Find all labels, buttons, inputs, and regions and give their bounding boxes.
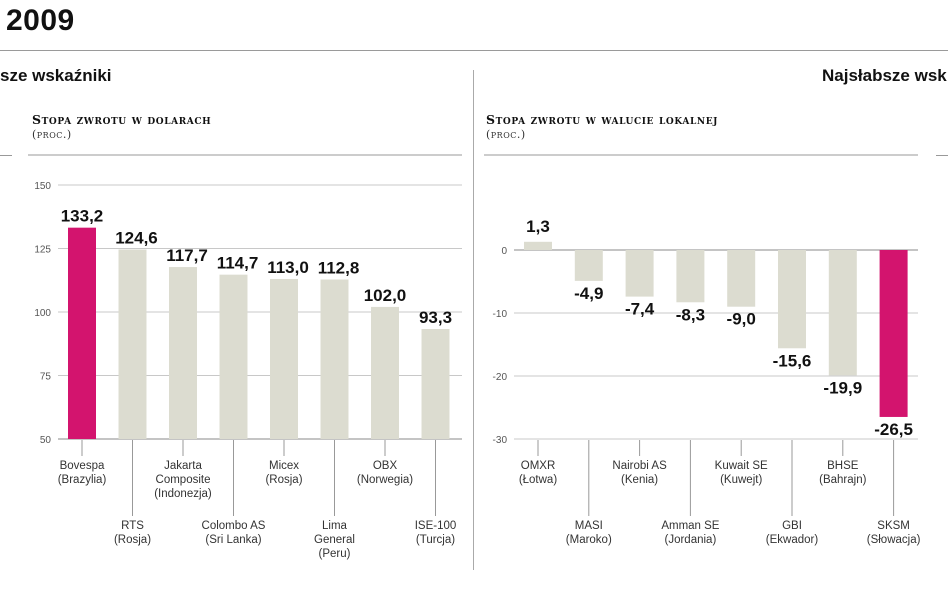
chart2-category-country: (Łotwa) (519, 474, 558, 486)
chart2-title: Stopa zwrotu w walucie lokalnej (486, 112, 719, 127)
chart1-category-country: (Norwegia) (357, 474, 413, 486)
chart2-category-country: (Maroko) (566, 534, 612, 546)
chart2-bar (524, 241, 552, 250)
chart2-category-name: GBI (782, 520, 802, 532)
chart1-bar (169, 267, 197, 439)
left-clipped-rule (0, 155, 12, 156)
chart1-unit: (proc.) (32, 128, 72, 141)
chart2-value-label: -26,5 (874, 420, 913, 439)
chart2-bar (574, 250, 603, 281)
chart2-ytick-label: 0 (501, 246, 507, 257)
chart1-category-name: Colombo AS (202, 520, 266, 532)
chart1-category-name: Lima (322, 520, 348, 532)
chart2-category-name: SKSM (877, 520, 910, 532)
chart1-category-name: OBX (373, 460, 398, 472)
chart1-category-country: (Rosja) (265, 474, 302, 486)
chart1-value-label: 114,7 (217, 254, 259, 273)
right-clipped-rule (936, 155, 948, 156)
chart1-bar (270, 278, 298, 439)
chart1-bar (371, 306, 399, 439)
left-section-title: sze wskaźniki (0, 66, 112, 85)
right-section-title: Najsłabsze wsk (822, 66, 947, 85)
chart2-bar (625, 250, 654, 297)
chart1-ytick-label: 75 (40, 372, 52, 383)
chart2-bar (676, 250, 705, 303)
header-rule (0, 50, 948, 51)
chart1-bar (219, 274, 248, 439)
chart2-category-country: (Kuwejt) (720, 474, 762, 486)
chart2-value-label: -9,0 (727, 310, 756, 329)
chart1-bar (68, 227, 96, 439)
chart1-category-name: ISE-100 (415, 520, 457, 532)
chart2-value-label: -7,4 (625, 300, 655, 319)
chart1-category-country: (Rosja) (114, 534, 151, 546)
chart2-category-country: (Słowacja) (867, 534, 921, 546)
chart2-category-name: OMXR (521, 460, 556, 472)
chart1-category-name: Bovespa (60, 460, 105, 472)
chart2-category-name: Kuwait SE (715, 460, 768, 472)
chart1-category-name: Jakarta (164, 460, 202, 472)
chart1-value-label: 93,3 (419, 308, 452, 327)
page-title: 2009 (6, 4, 75, 37)
chart2-category-country: (Jordania) (665, 534, 717, 546)
chart1-ytick-label: 125 (34, 245, 51, 256)
chart2-category-name: Amman SE (661, 520, 719, 532)
chart2-unit: (proc.) (486, 128, 526, 141)
chart1-category-name: RTS (121, 520, 144, 532)
chart1-value-label: 124,6 (115, 229, 158, 248)
chart1-value-label: 133,2 (61, 207, 104, 226)
chart1-category-country: (Indonezja) (154, 488, 212, 500)
chart2-bar (828, 250, 857, 376)
chart1-value-label: 113,0 (267, 258, 309, 277)
chart1-category-name: General (314, 534, 355, 546)
chart2-category-country: (Bahrajn) (819, 474, 866, 486)
chart2-ytick-label: -30 (493, 435, 508, 446)
chart2-value-label: -4,9 (574, 284, 603, 303)
chart2-ytick-label: -20 (493, 372, 508, 383)
chart1-bar (118, 249, 147, 439)
chart1-category-country: (Peru) (319, 548, 351, 560)
chart2-value-label: -8,3 (676, 305, 705, 324)
chart2-bar (778, 250, 806, 349)
chart1-category-name: Composite (156, 474, 211, 486)
chart2-ytick-label: -10 (493, 309, 508, 320)
chart1-category-country: (Turcja) (416, 534, 455, 546)
chart2-category-country: (Ekwador) (766, 534, 819, 546)
chart2-bar (879, 250, 908, 417)
chart2-value-label: -19,9 (823, 378, 862, 397)
chart1-ytick-label: 100 (34, 308, 51, 319)
section-divider (473, 70, 474, 570)
chart1-category-country: (Sri Lanka) (205, 534, 261, 546)
chart2-value-label: -15,6 (773, 351, 812, 370)
chart1-ytick-label: 150 (34, 181, 51, 192)
chart2-category-name: MASI (575, 520, 603, 532)
chart1-bar (421, 329, 450, 439)
chart1-value-label: 112,8 (318, 258, 360, 277)
chart2-value-label: 1,3 (526, 217, 550, 236)
chart1-category-name: Micex (269, 460, 299, 472)
chart1-title: Stopa zwrotu w dolarach (32, 112, 212, 127)
chart1-value-label: 102,0 (364, 286, 407, 305)
chart2-bar (727, 250, 756, 307)
chart2-category-name: BHSE (827, 460, 859, 472)
chart1-ytick-label: 50 (40, 435, 52, 446)
chart1-value-label: 117,7 (166, 246, 208, 265)
chart1-bar (320, 279, 349, 439)
chart2-category-country: (Kenia) (621, 474, 658, 486)
chart2-category-name: Nairobi AS (612, 460, 667, 472)
chart1-category-country: (Brazylia) (58, 474, 107, 486)
